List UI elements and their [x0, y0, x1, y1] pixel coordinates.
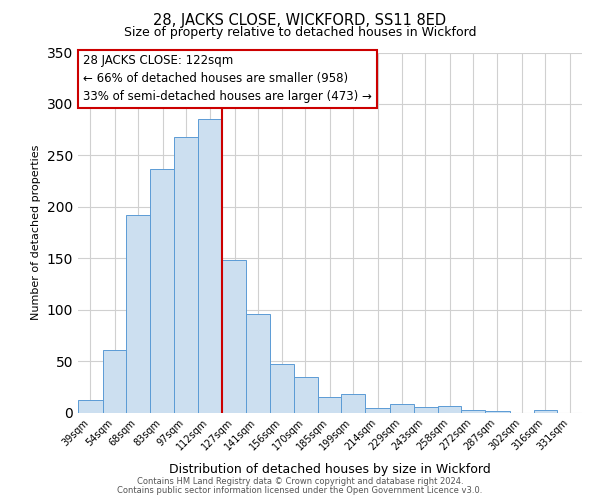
Bar	[198, 120, 223, 412]
Bar	[437, 406, 461, 412]
Text: Contains public sector information licensed under the Open Government Licence v3: Contains public sector information licen…	[118, 486, 482, 495]
Bar	[270, 364, 294, 412]
Bar	[365, 408, 390, 412]
Bar	[246, 314, 270, 412]
Text: 28 JACKS CLOSE: 122sqm
← 66% of detached houses are smaller (958)
33% of semi-de: 28 JACKS CLOSE: 122sqm ← 66% of detached…	[83, 54, 372, 104]
Bar	[103, 350, 127, 412]
Bar	[461, 410, 485, 412]
Bar	[150, 168, 174, 412]
Text: Size of property relative to detached houses in Wickford: Size of property relative to detached ho…	[124, 26, 476, 39]
Bar	[317, 397, 341, 412]
Bar	[414, 408, 437, 412]
Bar	[174, 137, 198, 412]
Bar	[390, 404, 414, 412]
Text: 28, JACKS CLOSE, WICKFORD, SS11 8ED: 28, JACKS CLOSE, WICKFORD, SS11 8ED	[154, 12, 446, 28]
Bar	[127, 215, 150, 412]
Bar	[533, 410, 557, 412]
Bar	[341, 394, 365, 412]
Bar	[78, 400, 103, 412]
Text: Contains HM Land Registry data © Crown copyright and database right 2024.: Contains HM Land Registry data © Crown c…	[137, 478, 463, 486]
Bar	[223, 260, 246, 412]
Y-axis label: Number of detached properties: Number of detached properties	[31, 145, 41, 320]
X-axis label: Distribution of detached houses by size in Wickford: Distribution of detached houses by size …	[169, 464, 491, 476]
Bar	[294, 376, 317, 412]
